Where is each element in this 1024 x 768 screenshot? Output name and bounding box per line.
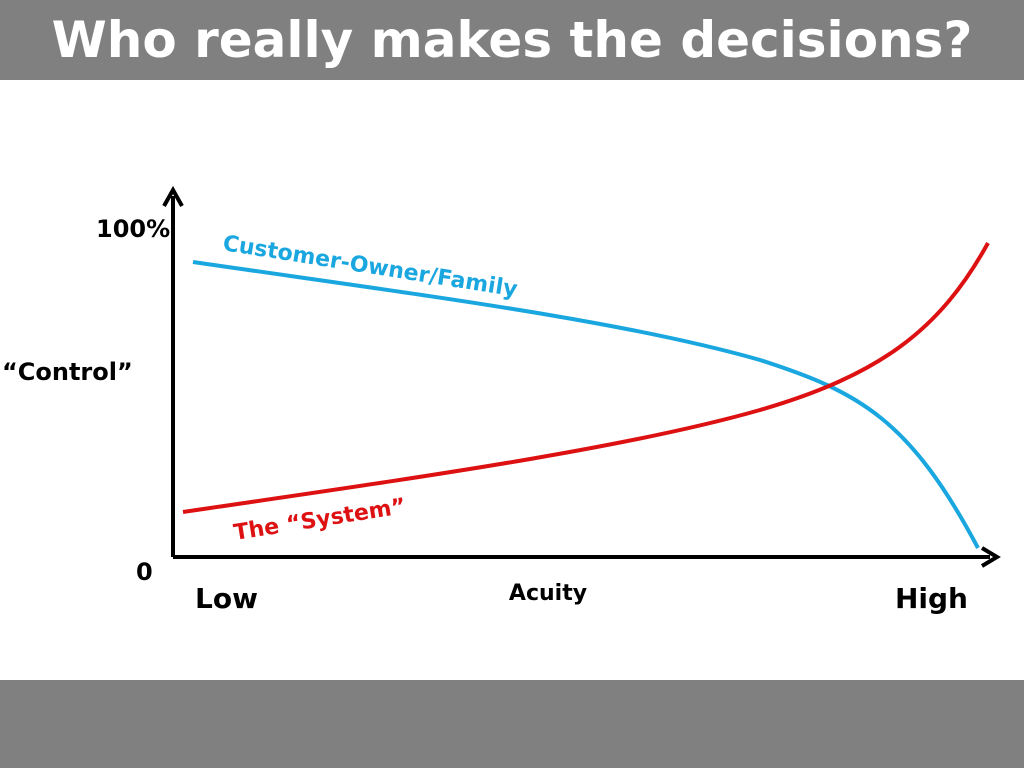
blue-curve bbox=[192, 260, 980, 549]
title-bar: Who really makes the decisions? bbox=[0, 0, 1024, 80]
slide-title: Who really makes the decisions? bbox=[51, 11, 973, 69]
y-axis-label: “Control” bbox=[2, 358, 133, 386]
x-right-label: High bbox=[895, 582, 968, 615]
red-curve bbox=[182, 242, 990, 514]
x-left-label: Low bbox=[195, 582, 258, 615]
x-axis-arrow bbox=[980, 546, 1001, 568]
x-axis-label: Acuity bbox=[509, 581, 587, 606]
y-top-label: 100% bbox=[96, 215, 170, 243]
y-bottom-label: 0 bbox=[136, 558, 153, 586]
y-axis-arrow bbox=[162, 185, 184, 207]
blue-curve-label: Customer-Owner/Family bbox=[221, 231, 519, 302]
diagram: 100% 0 “Control” Low Acuity High Custome… bbox=[2, 185, 1001, 615]
footer-bar bbox=[0, 680, 1024, 768]
